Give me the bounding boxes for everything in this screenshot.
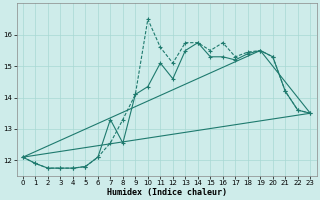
X-axis label: Humidex (Indice chaleur): Humidex (Indice chaleur) — [107, 188, 227, 197]
